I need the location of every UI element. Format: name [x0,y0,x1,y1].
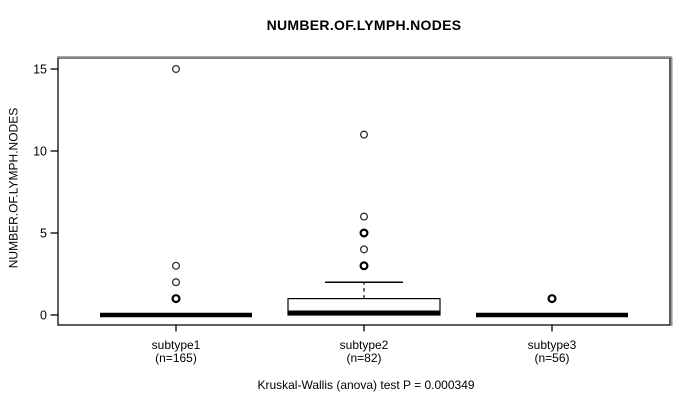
outlier-point [171,261,181,270]
y-tick-label: 0 [40,309,47,323]
outlier-point [171,294,181,304]
group-label: subtype2 [340,338,389,352]
group-sublabel: (n=82) [346,351,381,365]
chart-title: NUMBER.OF.LYMPH.NODES [266,17,462,33]
outlier-point [359,228,369,238]
caption-text: Kruskal-Wallis (anova) test P = 0.000349 [257,378,475,392]
y-tick-label: 5 [40,227,47,241]
outlier-point [359,245,369,254]
y-tick-label: 15 [33,63,47,77]
group-sublabel: (n=165) [155,351,197,365]
outlier-point [359,261,369,271]
y-tick-label: 10 [33,145,47,159]
outlier-point [359,130,369,139]
outlier-point [547,294,557,304]
group-label: subtype1 [152,338,201,352]
group-sublabel: (n=56) [534,351,569,365]
outlier-point [171,64,181,74]
group-label: subtype3 [528,338,577,352]
outlier-point [171,278,181,287]
plot-frame [57,57,671,326]
outlier-point [359,212,369,221]
